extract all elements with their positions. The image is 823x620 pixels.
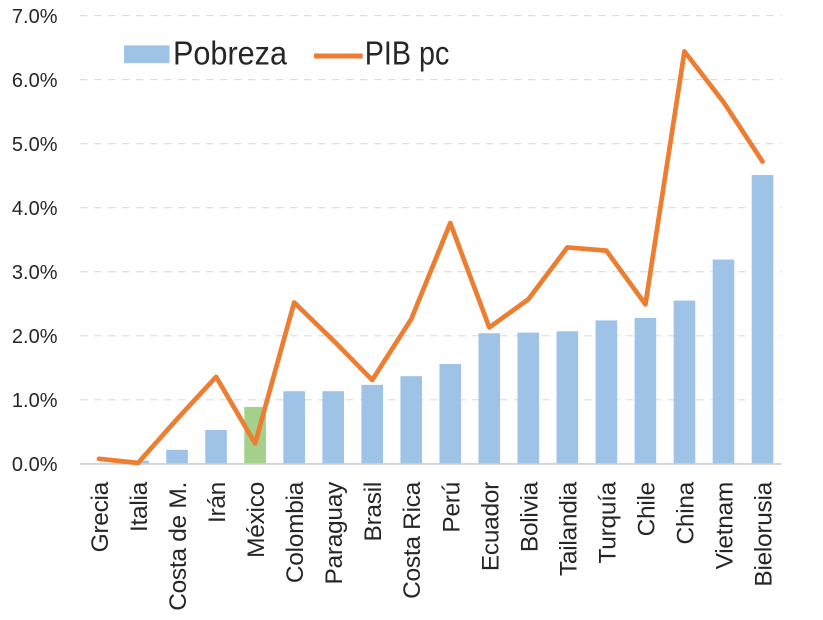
svg-text:2.0%: 2.0% xyxy=(12,326,58,348)
svg-text:Vietnam: Vietnam xyxy=(711,482,738,569)
svg-text:3.0%: 3.0% xyxy=(12,262,58,284)
svg-text:China: China xyxy=(672,481,699,544)
svg-text:Turquía: Turquía xyxy=(594,481,621,563)
svg-text:Italia: Italia xyxy=(126,481,153,532)
svg-text:Costa Rica: Costa Rica xyxy=(399,481,426,598)
svg-text:Perú: Perú xyxy=(438,482,465,533)
svg-text:Bolivia: Bolivia xyxy=(516,481,543,552)
svg-text:Ecuador: Ecuador xyxy=(477,482,504,571)
svg-text:0.0%: 0.0% xyxy=(12,454,58,476)
svg-text:Brasil: Brasil xyxy=(360,482,387,541)
svg-text:Bielorusia: Bielorusia xyxy=(751,481,778,586)
svg-text:Paraguay: Paraguay xyxy=(321,481,348,585)
svg-text:6.0%: 6.0% xyxy=(12,70,58,92)
svg-text:Costa de M.: Costa de M. xyxy=(165,482,192,611)
svg-text:PIB pc: PIB pc xyxy=(365,34,450,71)
svg-text:4.0%: 4.0% xyxy=(12,198,58,220)
svg-text:1.0%: 1.0% xyxy=(12,390,58,412)
svg-text:7.0%: 7.0% xyxy=(12,6,58,28)
svg-text:Grecia: Grecia xyxy=(87,481,114,552)
svg-text:Tailandia: Tailandia xyxy=(555,481,582,576)
svg-text:Colombia: Colombia xyxy=(282,481,309,583)
svg-text:5.0%: 5.0% xyxy=(12,134,58,156)
svg-text:México: México xyxy=(243,482,270,558)
svg-text:Irán: Irán xyxy=(204,482,231,523)
svg-text:Pobreza: Pobreza xyxy=(173,34,288,71)
svg-text:Chile: Chile xyxy=(633,482,660,536)
